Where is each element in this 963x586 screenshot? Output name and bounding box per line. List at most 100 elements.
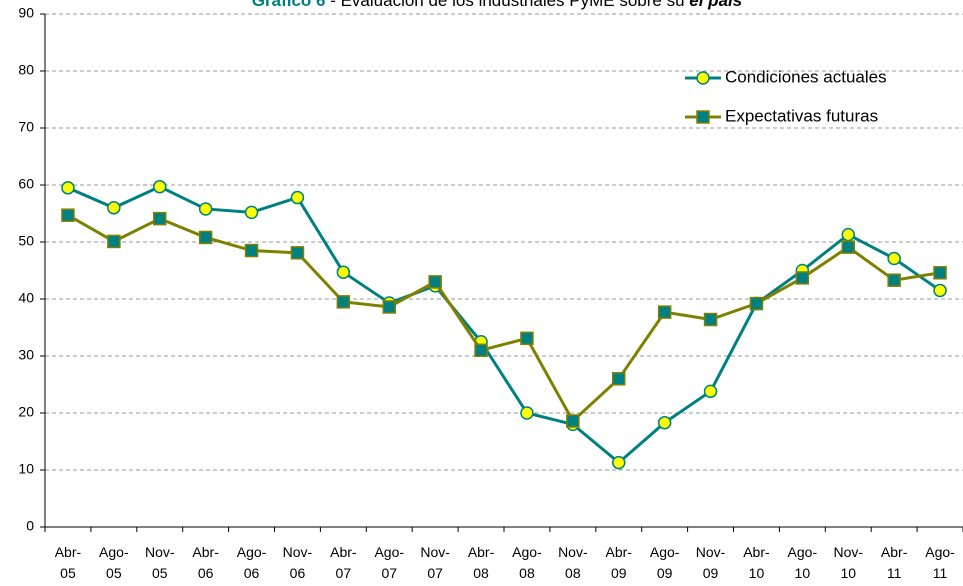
chart-title: Gráfico 6 - Evaluación de los industrial… — [252, 0, 742, 10]
x-tick-label: Ago- 05 — [99, 544, 129, 581]
point — [749, 296, 764, 311]
point — [933, 283, 947, 298]
x-tick-label: Ago- 11 — [925, 544, 955, 581]
x-tick-label-line: Ago- — [374, 544, 404, 560]
series-line — [67, 185, 941, 465]
y-tick-label: 30 — [18, 347, 34, 363]
x-tick-label-line: 05 — [60, 565, 76, 581]
y-tick-label: 80 — [18, 62, 34, 78]
point — [244, 205, 259, 220]
x-tick-label: Abr- 11 — [881, 544, 908, 581]
x-tick-label-line: Nov- — [558, 544, 588, 560]
x-tick-label-line: Ago- — [512, 544, 542, 560]
point — [657, 415, 672, 430]
x-tick-label-line: Nov- — [283, 544, 313, 560]
point — [107, 234, 121, 249]
point — [198, 230, 213, 245]
x-tick-label-line: 06 — [198, 565, 214, 581]
x-tick-label-line: 05 — [106, 565, 122, 581]
x-tick-label-line: Ago- — [99, 544, 129, 560]
x-tick-label: Nov- 07 — [420, 544, 450, 581]
point — [841, 227, 855, 242]
legend-marker — [696, 71, 710, 85]
x-tick-label-line: 08 — [473, 565, 489, 581]
legend-marker — [696, 110, 710, 124]
point — [703, 384, 718, 399]
x-tick-label: Abr- 06 — [192, 544, 219, 581]
x-tick-label-line: Abr- — [330, 544, 357, 560]
x-tick-label-line: Nov- — [696, 544, 726, 560]
x-tick-label-line: Nov- — [833, 544, 863, 560]
point — [61, 208, 75, 222]
point — [244, 243, 259, 258]
point — [887, 273, 901, 287]
x-tick-label: Nov- 09 — [696, 544, 726, 581]
x-tick-label-line: Abr- — [468, 544, 495, 560]
point — [107, 201, 121, 215]
x-tick-label-line: 10 — [749, 565, 765, 581]
x-tick-label-line: Abr- — [55, 544, 82, 560]
x-tick-label-line: 08 — [519, 565, 535, 581]
x-tick-label-line: Ago- — [237, 544, 267, 560]
x-tick-label-line: 09 — [703, 565, 719, 581]
legend-label: Condiciones actuales — [725, 67, 887, 86]
point — [474, 343, 488, 358]
x-tick-label: Nov- 10 — [833, 544, 863, 581]
y-tick-label: 10 — [18, 461, 34, 477]
title-part: - Evaluación de los industriales PyME so… — [325, 0, 689, 10]
x-tick-label-line: 10 — [840, 565, 856, 581]
x-tick-label: Abr- 08 — [468, 544, 495, 581]
x-tick-label-line: Abr- — [881, 544, 908, 560]
point — [933, 266, 947, 280]
x-tick-label: Ago- 06 — [237, 544, 267, 581]
point — [841, 240, 855, 254]
x-tick-label: Abr- 07 — [330, 544, 357, 581]
point — [520, 406, 534, 420]
x-tick-label-line: Nov- — [420, 544, 450, 560]
point — [336, 295, 351, 309]
x-tick-label: Nov- 08 — [558, 544, 588, 581]
point — [428, 275, 442, 289]
y-tick-label: 60 — [18, 176, 34, 192]
point — [382, 300, 396, 314]
x-tick-label: Abr- 10 — [743, 544, 770, 581]
x-tick-label-line: Abr- — [606, 544, 633, 560]
x-tick-label-line: 05 — [152, 565, 168, 581]
x-tick-label-line: 07 — [336, 565, 352, 581]
x-tick-label-line: 10 — [795, 565, 811, 581]
point — [566, 414, 580, 428]
point — [612, 372, 626, 386]
title-part: Gráfico 6 — [252, 0, 326, 10]
point — [336, 265, 351, 279]
x-tick-label: Abr- 05 — [55, 544, 82, 581]
legend-label: Expectativas futuras — [725, 106, 878, 125]
x-tick-label-line: 06 — [244, 565, 260, 581]
x-tick-label-line: Abr- — [743, 544, 770, 560]
y-tick-label: 40 — [18, 290, 34, 306]
y-tick-label: 90 — [18, 5, 34, 21]
point — [198, 202, 213, 216]
x-tick-label-line: Ago- — [925, 544, 955, 560]
point — [290, 190, 305, 205]
x-tick-label: Nov- 06 — [283, 544, 313, 581]
point — [520, 331, 534, 346]
x-tick-label-line: 07 — [381, 565, 397, 581]
x-tick-label-line: 11 — [933, 565, 948, 581]
y-tick-label: 0 — [26, 518, 34, 534]
x-tick-label-line: 06 — [290, 565, 306, 581]
x-tick-label-line: 09 — [611, 565, 627, 581]
title-part: el país — [689, 0, 742, 10]
point — [61, 181, 75, 195]
point — [703, 312, 718, 327]
point — [290, 246, 305, 260]
x-tick-label-line: 11 — [887, 565, 902, 581]
x-tick-label: Ago- 09 — [650, 544, 680, 581]
point — [612, 455, 626, 470]
x-tick-label-line: Ago- — [650, 544, 680, 560]
y-tick-label: 50 — [18, 233, 34, 249]
x-tick-label-line: Nov- — [145, 544, 175, 560]
x-tick-label-line: Abr- — [192, 544, 219, 560]
x-tick-label-line: 07 — [427, 565, 443, 581]
